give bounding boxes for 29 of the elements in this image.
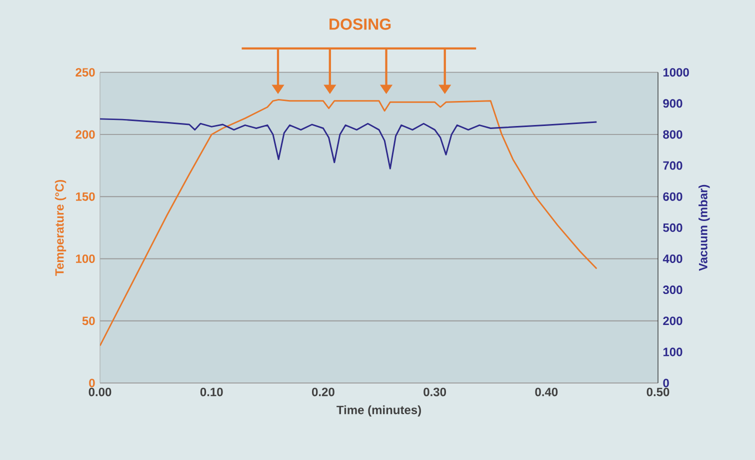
line-series	[100, 118, 598, 170]
y-tick-label: 200	[76, 130, 95, 139]
line-series	[100, 98, 598, 346]
x-tick-label: 0.50	[646, 388, 670, 396]
x-tick-label: 0.40	[535, 388, 558, 396]
x-tick-label: 0.20	[312, 388, 334, 396]
y-axis-title: Temperature (°C)	[54, 180, 66, 276]
y-tick-label: 0	[89, 378, 95, 388]
y2-tick-label: 700	[663, 161, 682, 170]
x-tick-label: 0.30	[424, 388, 446, 396]
y-tick-label: 100	[76, 254, 95, 263]
y2-tick-label: 600	[663, 192, 682, 201]
y2-tick-label: 300	[662, 286, 682, 294]
y2-tick-label: 1000	[663, 68, 689, 77]
y2-tick-label: 500	[663, 223, 682, 232]
text: DOSING	[330, 18, 391, 30]
y2-tick-label: 400	[662, 254, 682, 263]
x-axis-title: Time (minutes)	[336, 405, 421, 417]
y-tick-label: 250	[76, 68, 95, 77]
x-tick-label: 0.00	[88, 388, 112, 396]
y2-tick-label: 900	[663, 99, 682, 108]
y2-tick-label: 0	[663, 378, 669, 388]
y2-axis-title: Vacuum (mbar)	[698, 184, 710, 271]
y2-tick-label: 200	[663, 316, 682, 326]
y-tick-label: 50	[82, 316, 95, 326]
y-tick-label: 150	[76, 192, 95, 201]
y2-tick-label: 800	[663, 130, 682, 139]
y2-tick-label: 100	[663, 348, 682, 356]
x-tick-label: 0.10	[200, 388, 223, 396]
